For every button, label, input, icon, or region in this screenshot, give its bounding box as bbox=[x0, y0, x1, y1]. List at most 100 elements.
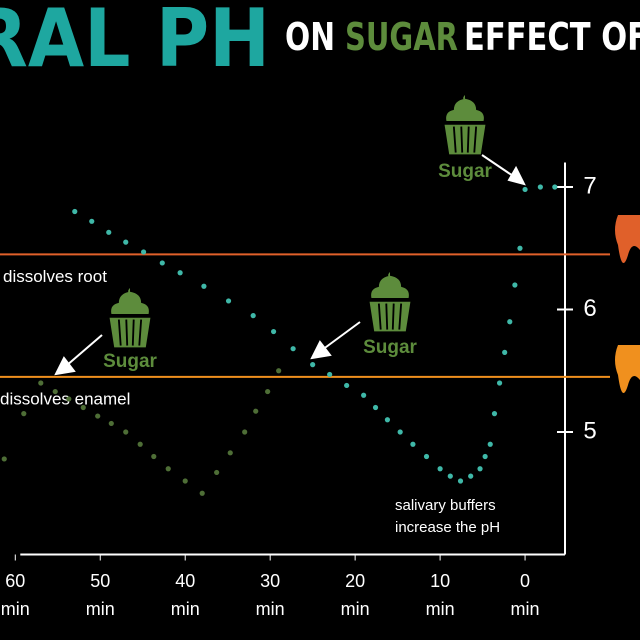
note: salivary buffers bbox=[395, 497, 496, 514]
data-point bbox=[227, 450, 233, 456]
data-point bbox=[242, 429, 248, 435]
data-point bbox=[410, 441, 416, 447]
x-tick-label: 30 min bbox=[256, 571, 285, 619]
data-point bbox=[214, 469, 220, 476]
data-point bbox=[159, 260, 165, 266]
data-point bbox=[177, 270, 183, 276]
x-tick-label-line: min bbox=[1, 599, 30, 619]
data-point bbox=[537, 184, 543, 190]
drip bbox=[615, 345, 640, 393]
drip bbox=[615, 215, 640, 263]
arrowhead bbox=[54, 356, 76, 376]
x-tick-label-line: min bbox=[426, 599, 455, 619]
data-point bbox=[151, 453, 157, 460]
data-point bbox=[66, 396, 72, 402]
arrowhead bbox=[310, 340, 332, 360]
x-tick-label-line: min bbox=[341, 599, 370, 619]
sugar-label: Sugar bbox=[363, 337, 417, 358]
data-point bbox=[253, 408, 259, 414]
data-point bbox=[250, 313, 256, 319]
data-point bbox=[276, 368, 282, 374]
data-point bbox=[270, 328, 277, 335]
arrows bbox=[54, 154, 526, 376]
data-point bbox=[502, 349, 508, 355]
y-tick-label: 7 bbox=[583, 172, 596, 199]
data-point bbox=[106, 229, 112, 235]
x-tick-label-line: 60 bbox=[5, 571, 25, 591]
data-point bbox=[423, 453, 430, 460]
x-tick-label-line: 30 bbox=[260, 571, 280, 591]
data-point bbox=[265, 388, 271, 395]
data-point bbox=[491, 411, 498, 417]
threshold-label: dissolves enamel bbox=[0, 389, 130, 408]
data-point bbox=[123, 429, 129, 435]
data-point bbox=[477, 466, 483, 472]
data-point bbox=[95, 413, 101, 419]
x-tick-label-line: 0 bbox=[520, 571, 530, 591]
data-point bbox=[72, 208, 78, 215]
data-point bbox=[361, 392, 367, 398]
data-point bbox=[507, 319, 513, 325]
data-point bbox=[165, 466, 171, 472]
title-part: ORAL PH bbox=[0, 0, 270, 85]
data-point bbox=[1, 456, 7, 462]
data-point bbox=[140, 249, 147, 255]
data-point bbox=[327, 371, 333, 378]
x-tick-label-line: 20 bbox=[345, 571, 365, 591]
data-point bbox=[182, 478, 188, 484]
title-part: SUGAR bbox=[345, 15, 458, 59]
y-tick-label: 5 bbox=[583, 417, 596, 444]
data-point bbox=[225, 298, 232, 304]
data-point bbox=[384, 417, 391, 423]
y-tick-label: 6 bbox=[583, 295, 596, 322]
x-tick-label: 10 min bbox=[426, 571, 455, 619]
arrowhead bbox=[507, 165, 526, 186]
data-point bbox=[290, 346, 296, 352]
data-point bbox=[38, 380, 44, 386]
x-tick-label: 60 min bbox=[1, 571, 30, 619]
x-tick-label: 40 min bbox=[171, 571, 200, 619]
data-point bbox=[552, 184, 558, 190]
data-point bbox=[437, 466, 443, 472]
arrow bbox=[65, 334, 103, 367]
data-point bbox=[108, 420, 114, 427]
arrow bbox=[321, 321, 361, 351]
data-point bbox=[123, 239, 129, 245]
x-tick-label: 20 min bbox=[341, 571, 370, 619]
data-point bbox=[482, 453, 488, 460]
x-tick-label-line: 40 bbox=[175, 571, 195, 591]
data-point bbox=[487, 441, 493, 447]
data-point bbox=[89, 218, 95, 224]
sugar-label: Sugar bbox=[103, 351, 157, 372]
data-point bbox=[457, 478, 464, 484]
sugar-label: Sugar bbox=[438, 161, 492, 182]
x-tick-label-line: min bbox=[256, 599, 285, 619]
data-point bbox=[201, 283, 207, 289]
x-tick-label: 0 min bbox=[511, 571, 540, 619]
data-point bbox=[397, 429, 403, 435]
data-point bbox=[517, 245, 523, 251]
x-tick-label-line: min bbox=[511, 599, 540, 619]
data-point bbox=[447, 473, 453, 479]
arrow bbox=[481, 154, 517, 179]
threshold-label: dissolves root bbox=[3, 267, 107, 286]
data-point bbox=[52, 388, 58, 395]
x-tick-label-line: 50 bbox=[90, 571, 110, 591]
data-point bbox=[344, 382, 350, 389]
data-point bbox=[372, 404, 379, 411]
note: increase the pH bbox=[395, 519, 500, 536]
data-point bbox=[137, 441, 143, 447]
title-part: ON bbox=[285, 15, 335, 59]
data-point bbox=[468, 473, 474, 479]
title-part: EFFECT OF bbox=[464, 15, 640, 59]
data-point bbox=[522, 186, 528, 193]
data-point bbox=[80, 404, 86, 411]
x-tick-label: 50 min bbox=[86, 571, 115, 619]
data-point bbox=[496, 380, 503, 386]
data-point bbox=[512, 282, 518, 288]
data-point bbox=[21, 411, 27, 417]
x-tick-label-line: 10 bbox=[430, 571, 450, 591]
